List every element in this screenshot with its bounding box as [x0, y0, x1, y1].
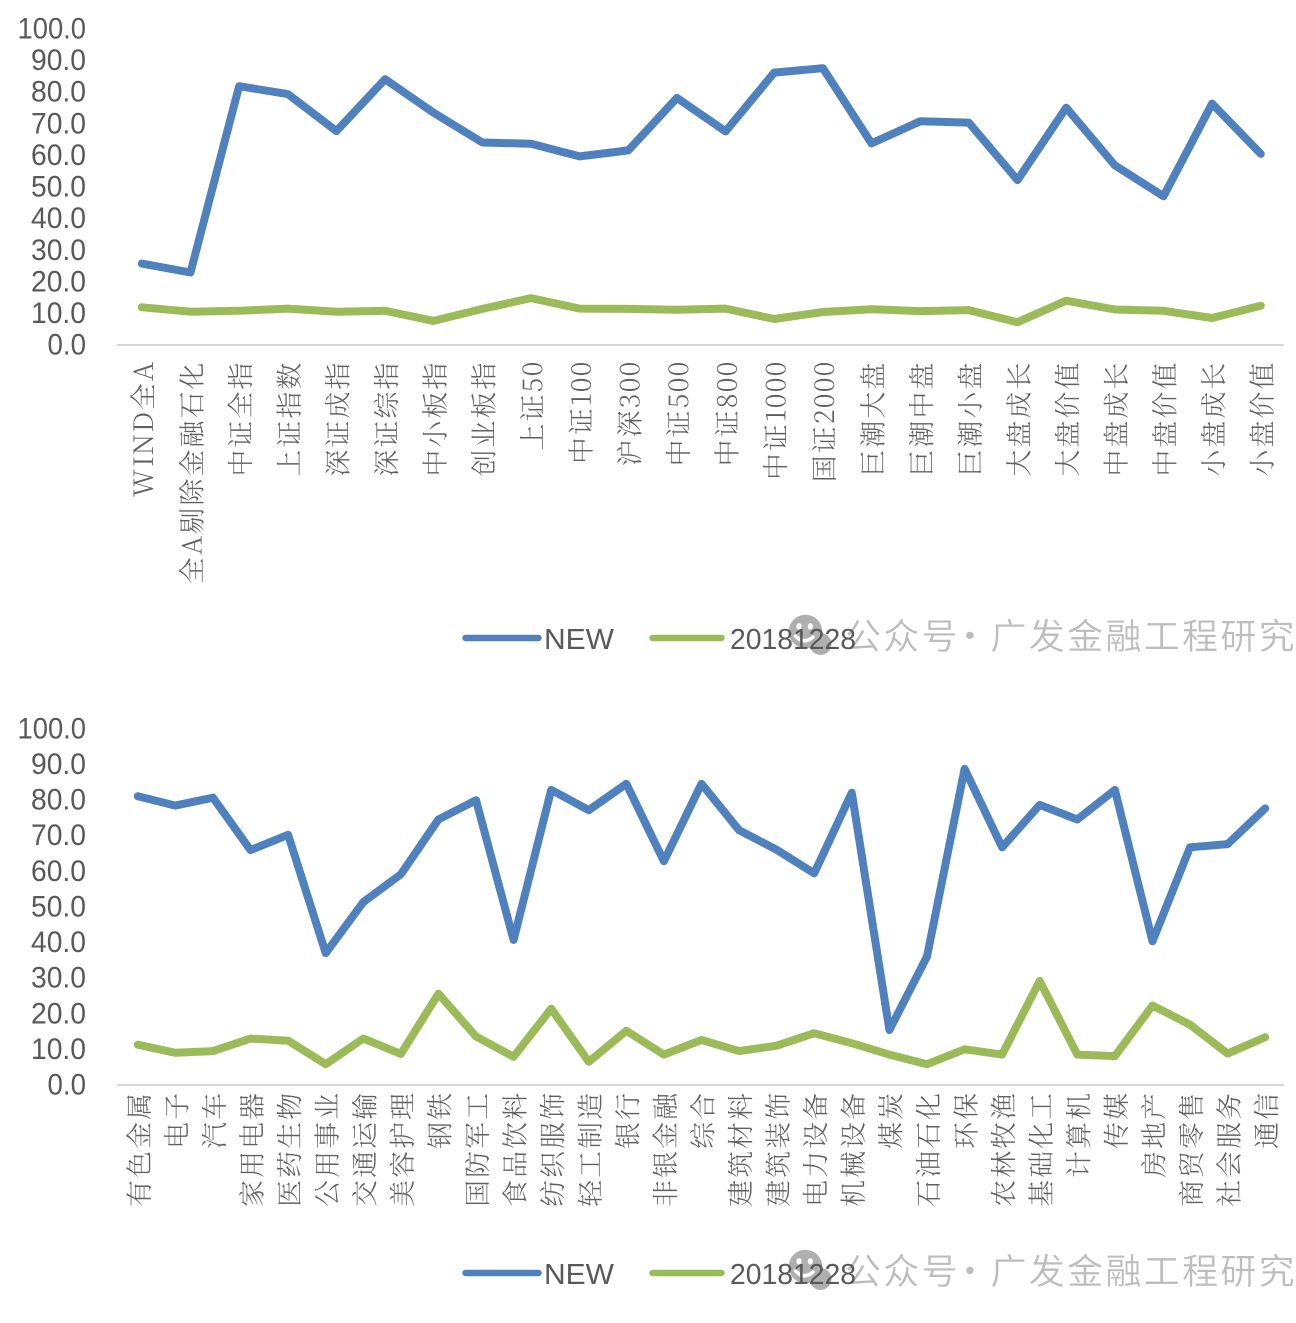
svg-text:50.0: 50.0 — [31, 171, 86, 204]
svg-text:0.0: 0.0 — [48, 1069, 87, 1102]
svg-text:70.0: 70.0 — [31, 819, 86, 852]
svg-text:NEW: NEW — [544, 624, 615, 656]
svg-text:40.0: 40.0 — [31, 202, 86, 235]
svg-text:60.0: 60.0 — [31, 855, 86, 888]
svg-text:80.0: 80.0 — [31, 784, 86, 817]
svg-text:100.0: 100.0 — [18, 12, 87, 45]
svg-text:60.0: 60.0 — [31, 139, 86, 172]
svg-text:10.0: 10.0 — [31, 1033, 86, 1066]
svg-text:90.0: 90.0 — [31, 748, 86, 781]
svg-text:0.0: 0.0 — [48, 329, 87, 362]
svg-text:70.0: 70.0 — [31, 107, 86, 140]
svg-text:40.0: 40.0 — [31, 926, 86, 959]
svg-text:20.0: 20.0 — [31, 265, 86, 298]
svg-text:30.0: 30.0 — [31, 234, 86, 267]
svg-text:90.0: 90.0 — [31, 44, 86, 77]
svg-text:20181228: 20181228 — [730, 1259, 856, 1291]
svg-text:NEW: NEW — [544, 1259, 615, 1291]
svg-text:30.0: 30.0 — [31, 962, 86, 995]
svg-text:20181228: 20181228 — [730, 624, 856, 656]
svg-text:80.0: 80.0 — [31, 76, 86, 109]
svg-text:10.0: 10.0 — [31, 297, 86, 330]
svg-text:100.0: 100.0 — [18, 712, 87, 745]
svg-text:50.0: 50.0 — [31, 891, 86, 924]
svg-text:20.0: 20.0 — [31, 997, 86, 1030]
